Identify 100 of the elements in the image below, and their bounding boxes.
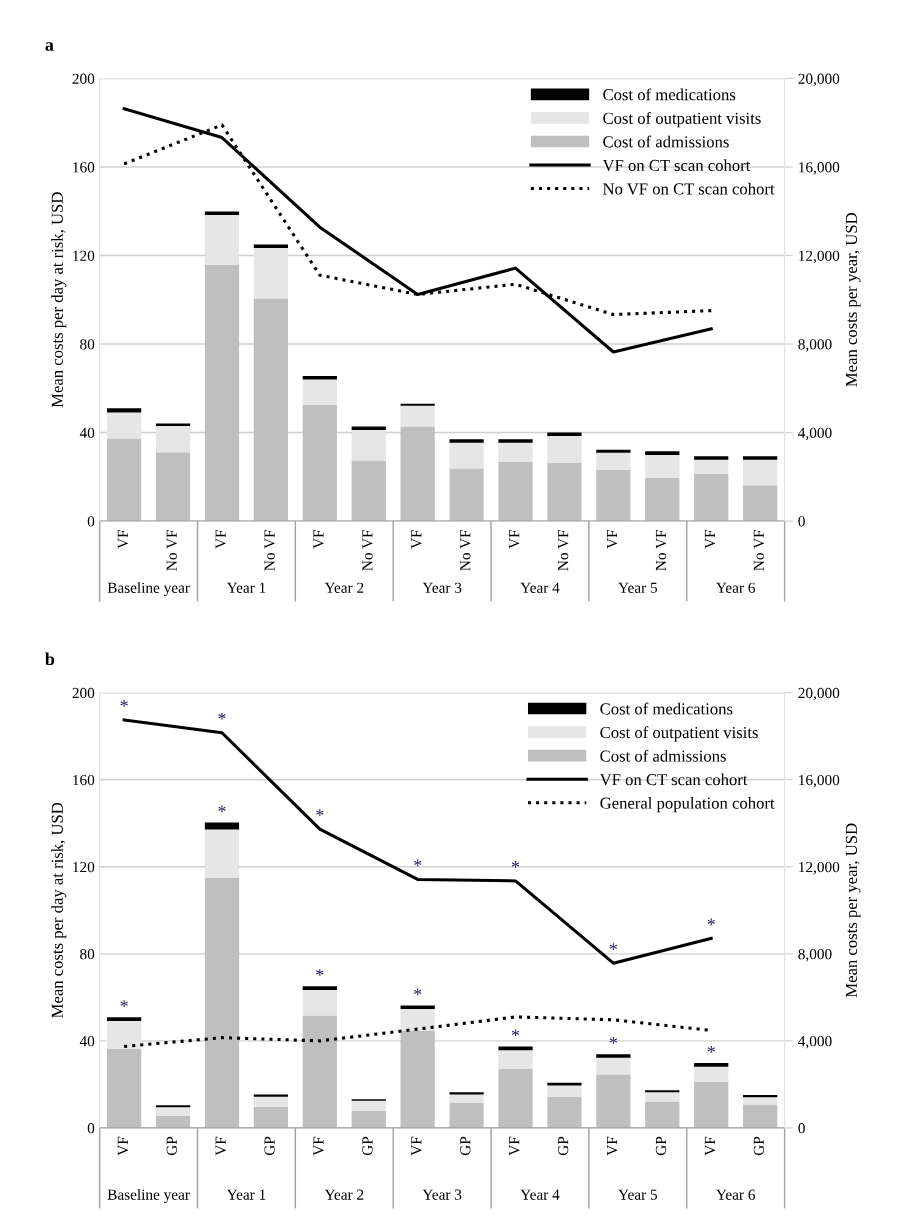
- chart-title: b: [45, 652, 55, 666]
- text: Year 5: [618, 582, 658, 593]
- y-tick-label: 80: [80, 339, 95, 350]
- x-tick-label: VF: [509, 1136, 520, 1156]
- x-tick-label: No VF: [362, 529, 373, 571]
- bar: [400, 403, 435, 406]
- x-tick-label: No VF: [753, 529, 765, 571]
- y2-tick-label: 16,000: [799, 774, 840, 788]
- x-tick-label: VF: [411, 529, 422, 549]
- bar: [694, 1063, 729, 1067]
- annotation: *: [511, 861, 520, 868]
- bar: [645, 451, 680, 455]
- y2-tick-label: 4,000: [798, 427, 832, 441]
- x-tick-label: VF: [704, 1136, 716, 1156]
- bar: [400, 1005, 435, 1009]
- x-tick-label: No VF: [558, 529, 569, 571]
- bar: [400, 1008, 435, 1031]
- bar: [253, 1094, 289, 1097]
- x-tick-label: GP: [558, 1136, 569, 1156]
- y-tick-label: 80: [80, 948, 95, 960]
- x-tick-label: VF: [117, 1136, 129, 1156]
- legend-label: Cost of admissions: [603, 135, 729, 148]
- text: Year 4: [520, 1189, 560, 1200]
- x-tick-label: VF: [704, 529, 716, 549]
- bar: [743, 1104, 778, 1128]
- legend-label: Cost of medications: [600, 702, 733, 715]
- bar: [743, 485, 778, 522]
- bar: [107, 1017, 142, 1022]
- text: Year 3: [422, 1189, 462, 1200]
- annotation: *: [316, 969, 324, 976]
- bar: [204, 877, 240, 1128]
- bar: [155, 1107, 191, 1116]
- bar: [107, 412, 142, 439]
- bar: [498, 461, 533, 522]
- x-tick-label: VF: [607, 1136, 618, 1156]
- legend-label: Cost of medications: [603, 88, 736, 101]
- y2-tick-label: 12,000: [799, 861, 840, 875]
- text: Year 1: [226, 1189, 266, 1200]
- y2-tick-label: 20,000: [798, 73, 840, 87]
- annotation: *: [218, 712, 226, 720]
- x-tick-label: GP: [460, 1136, 471, 1156]
- bar: [645, 1101, 680, 1128]
- x-tick-label: VF: [313, 529, 324, 549]
- y2-axis-title: Mean costs per year, USD: [845, 823, 861, 998]
- y-tick-label: 160: [73, 162, 95, 173]
- x-tick-label: GP: [753, 1136, 764, 1156]
- bar: [302, 379, 337, 405]
- legend-label: VF on CT scan cohort: [599, 773, 748, 786]
- x-tick-label: VF: [117, 529, 129, 549]
- bar: [351, 1100, 386, 1111]
- text: Year 3: [422, 582, 462, 593]
- bar: [449, 468, 484, 522]
- bar: [694, 456, 729, 460]
- bar: [107, 1048, 142, 1128]
- y2-tick-label: 8,000: [798, 339, 832, 352]
- bar: [498, 439, 533, 443]
- x-tick-label: GP: [264, 1136, 275, 1156]
- x-tick-label: VF: [411, 1136, 422, 1156]
- bar: [400, 405, 435, 427]
- bar: [743, 456, 778, 460]
- annotation: *: [218, 805, 226, 813]
- bar: [351, 430, 386, 461]
- bar: [107, 1021, 142, 1049]
- bar: [743, 1095, 778, 1098]
- bar: [645, 454, 680, 479]
- text: Baseline year: [107, 1189, 190, 1203]
- x-tick-label: VF: [215, 1136, 226, 1156]
- bar: [449, 1094, 484, 1103]
- bar: [694, 459, 729, 474]
- bar: [596, 449, 631, 453]
- bar: [204, 822, 240, 830]
- bar: [547, 436, 582, 463]
- y-tick-label: 160: [73, 774, 95, 786]
- bar: [498, 442, 533, 462]
- annotation: *: [707, 1046, 715, 1053]
- text: Year 5: [618, 1189, 658, 1200]
- x-tick-label: GP: [166, 1136, 177, 1156]
- bar: [596, 1057, 631, 1075]
- x-tick-label: VF: [607, 529, 618, 549]
- y-axis-title: Mean costs per day at risk, USD: [51, 802, 67, 1018]
- y-tick-label: 0: [87, 516, 95, 527]
- bar: [547, 1085, 582, 1097]
- bar: [155, 1115, 191, 1128]
- annotation: *: [609, 1037, 618, 1044]
- bar: [743, 459, 778, 486]
- y-tick-label: 40: [79, 427, 95, 438]
- y2-axis-title: Mean costs per year, USD: [845, 213, 861, 387]
- bar: [449, 442, 484, 469]
- text: Year 4: [520, 582, 560, 593]
- x-tick-label: GP: [362, 1136, 373, 1156]
- bar: [596, 452, 631, 470]
- x-tick-label: VF: [215, 529, 226, 549]
- y2-tick-label: 0: [798, 516, 805, 527]
- text: Year 2: [324, 1189, 364, 1200]
- text: Year 2: [324, 582, 364, 593]
- x-tick-label: No VF: [655, 529, 667, 571]
- legend-label: General population cohort: [600, 797, 775, 813]
- annotation: *: [707, 918, 715, 926]
- bar: [498, 1050, 533, 1069]
- chart-title: a: [45, 42, 54, 51]
